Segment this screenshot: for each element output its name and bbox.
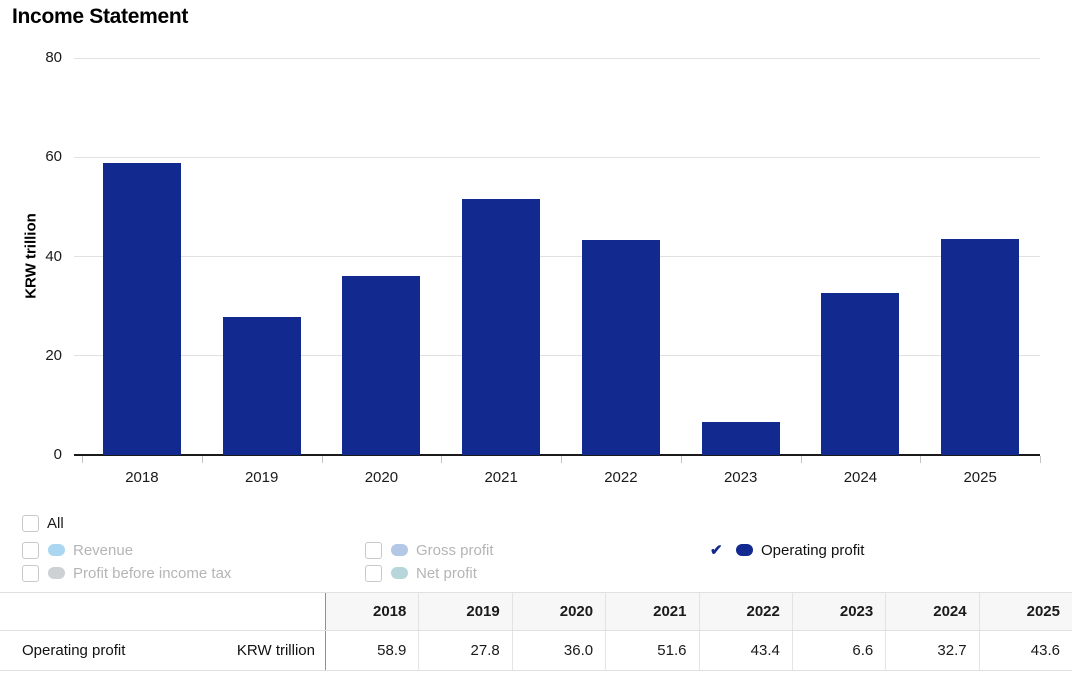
checkbox-gross-profit[interactable]: [365, 541, 382, 559]
gridline-80: [74, 57, 1040, 59]
gridline-40: [74, 256, 1040, 257]
x-axis-line: [74, 454, 1040, 456]
bar-2022[interactable]: [581, 239, 660, 455]
table-row-label: Operating profit: [22, 642, 126, 659]
table-header-cell-2024: 2024: [885, 593, 978, 630]
table-row-unit: KRW trillion: [236, 642, 315, 659]
table-header-cell-2021: 2021: [605, 593, 698, 630]
table-cell-2020: 36.0: [511, 631, 605, 670]
table-header-cell-2018: 2018: [373, 603, 407, 620]
table-cell-2018: 58.9: [377, 642, 407, 659]
x-tick-label-2025: 2025: [963, 469, 997, 486]
checkbox-all[interactable]: [22, 514, 39, 532]
table-header-row: 2018 2019 2020 2021 2022 2023 2024 2025: [0, 593, 1072, 631]
legend-item-revenue[interactable]: Revenue: [22, 540, 133, 560]
legend-label-gross-profit[interactable]: Gross profit: [416, 541, 494, 559]
checkbox-revenue[interactable]: [22, 541, 39, 559]
x-axis-tick: [441, 456, 443, 463]
legend-item-operating-profit[interactable]: ✔ Operating profit: [710, 540, 864, 560]
y-tick-label-0: 0: [53, 446, 62, 463]
x-tick-label-2024: 2024: [843, 469, 878, 486]
x-axis-tick: [920, 456, 922, 463]
x-tick-label-2019: 2019: [244, 469, 279, 486]
x-axis-tick: [321, 456, 323, 463]
x-tick-label-2022: 2022: [604, 469, 638, 486]
legend-swatch-revenue: [48, 544, 65, 556]
legend-swatch-net-profit: [391, 567, 408, 579]
page-title: Income Statement: [12, 5, 189, 28]
table-row-header: Operating profit KRW trillion: [0, 631, 325, 670]
legend-label-revenue[interactable]: Revenue: [73, 541, 134, 559]
bar-2024[interactable]: [821, 292, 900, 455]
x-axis-tick: [1040, 456, 1041, 463]
bar-2018[interactable]: [102, 162, 181, 455]
x-axis-tick: [201, 456, 203, 463]
legend-label-operating-profit[interactable]: Operating profit: [761, 541, 865, 559]
table-header-cell-2023: 2023: [791, 593, 885, 630]
table-header-left-cell: [0, 593, 325, 630]
bar-2020[interactable]: [342, 276, 421, 455]
table-header-years: 2018 2019 2020 2021 2022 2023 2024 2025: [325, 593, 1072, 630]
y-tick-label-40: 40: [45, 247, 62, 265]
legend-label-net-profit[interactable]: Net profit: [416, 564, 477, 582]
x-tick-label-2021: 2021: [484, 469, 518, 486]
legend-item-gross-profit[interactable]: Gross profit: [365, 540, 494, 560]
bar-2025[interactable]: [941, 238, 1020, 455]
table-cell-2021: 51.6: [605, 631, 698, 670]
x-tick-label-2018: 2018: [125, 469, 159, 486]
legend-swatch-profit-before-income-tax: [48, 567, 65, 579]
legend-item-net-profit[interactable]: Net profit: [365, 563, 477, 583]
data-table: 2018 2019 2020 2021 2022 2023 2024 2025 Operatin…: [0, 592, 1072, 671]
y-tick-label-60: 60: [45, 148, 62, 166]
x-tick-label-2023: 2023: [723, 469, 758, 486]
x-axis-tick: [680, 456, 682, 463]
checkbox-profit-before-income-tax[interactable]: [22, 564, 39, 582]
table-header-cell-2019: 2019: [418, 593, 511, 630]
table-cell-2019: 27.8: [418, 631, 511, 670]
bar-2021[interactable]: [462, 198, 541, 455]
legend-label-all[interactable]: All: [47, 514, 64, 532]
checkmark-icon[interactable]: ✔: [710, 541, 723, 559]
legend-item-profit-before-income-tax[interactable]: Profit before income tax: [22, 563, 231, 583]
gridline-60: [74, 156, 1040, 158]
table-header-cell-2020: 2020: [511, 593, 605, 630]
legend-label-profit-before-income-tax[interactable]: Profit before income tax: [73, 564, 232, 582]
table-cell-2023: 6.6: [791, 631, 885, 670]
table-row-years: 58.9 27.8 36.0 51.6 43.4 6.6 32.7 43.6: [325, 631, 1072, 670]
gridline-20: [74, 355, 1040, 357]
legend-swatch-operating-profit: [736, 544, 753, 556]
y-tick-label-80: 80: [45, 49, 62, 66]
bar-2023[interactable]: [701, 422, 780, 455]
y-tick-label-20: 20: [45, 346, 62, 364]
legend-item-all[interactable]: All: [22, 513, 64, 533]
x-axis-tick: [82, 456, 83, 463]
table-cell-2024: 32.7: [885, 631, 978, 670]
table-row: Operating profit KRW trillion 58.9 27.8 36.0…: [0, 631, 1072, 671]
legend-swatch-gross-profit: [391, 544, 408, 556]
table-cell-2022: 43.4: [698, 631, 792, 670]
checkbox-net-profit[interactable]: [365, 564, 382, 582]
x-axis-tick: [800, 456, 802, 463]
x-tick-label-2020: 2020: [364, 469, 399, 486]
bar-2019[interactable]: [222, 317, 301, 455]
table-cell-2025: 43.6: [978, 631, 1072, 670]
x-axis-tick: [561, 456, 562, 463]
table-header-cell-2022: 2022: [698, 593, 792, 630]
table-header-cell-2025: 2025: [978, 593, 1072, 630]
